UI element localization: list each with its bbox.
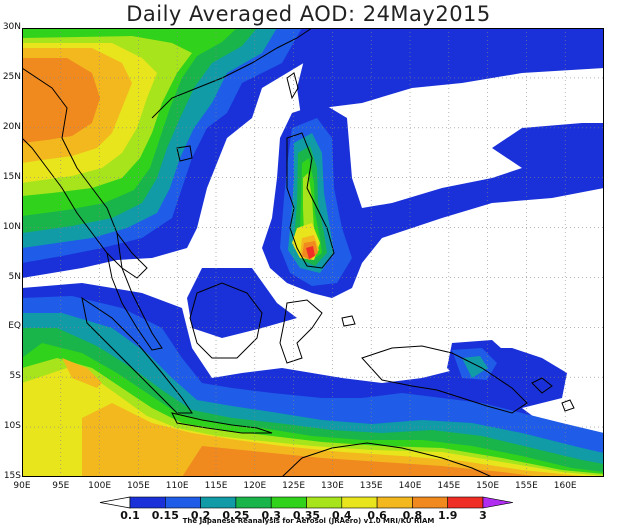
- lon-tick-label: 140E: [398, 481, 422, 491]
- lon-tick-label: 100E: [88, 481, 112, 491]
- colorbar-swatch: [341, 496, 378, 509]
- lon-tick-label: 135E: [359, 481, 383, 491]
- lon-tick-label: 145E: [437, 481, 461, 491]
- colorbar-level-label: 1.9: [437, 509, 458, 522]
- lon-tick-label: 95E: [52, 481, 70, 491]
- lat-tick-label: 25N: [2, 71, 21, 82]
- colorbar-level-label: 0.25: [222, 509, 250, 522]
- colorbar-swatch: [235, 496, 272, 509]
- lat-tick-label: EQ: [8, 321, 21, 332]
- lon-tick-label: 90E: [13, 481, 31, 491]
- lon-tick-label: 110E: [165, 481, 189, 491]
- lon-tick-label: 105E: [126, 481, 150, 491]
- lon-tick-label: 150E: [476, 481, 500, 491]
- colorbar-level-label: 0.1: [120, 509, 140, 522]
- colorbar-level-label: 0.6: [367, 509, 387, 522]
- aod-field-1.9: [306, 246, 315, 259]
- lon-tick-label: 160E: [553, 481, 577, 491]
- lat-tick-label: 15N: [2, 171, 21, 182]
- colorbar-swatch: [447, 496, 484, 509]
- data-credit: The Japanese Reanalysis for Aerosol (JRA…: [182, 517, 435, 525]
- lat-tick-label: 20N: [2, 121, 21, 132]
- colorbar-swatch: [412, 496, 448, 509]
- colorbar-under-triangle: [99, 496, 131, 509]
- colorbar-swatch: [200, 496, 237, 509]
- coastlines: [22, 28, 575, 477]
- lat-tick-label: 10N: [2, 221, 21, 232]
- colorbar-swatch: [129, 496, 166, 509]
- colorbar-level-label: 0.4: [332, 509, 352, 522]
- aod-map: [22, 28, 604, 477]
- lon-tick-label: 115E: [204, 481, 228, 491]
- lat-tick-label: 15S: [3, 471, 21, 482]
- lon-tick-label: 155E: [514, 481, 538, 491]
- colorbar-level-label: 0.15: [151, 509, 179, 522]
- colorbar-level-label: 0.8: [402, 509, 423, 522]
- lat-tick-label: 30N: [2, 22, 21, 32]
- colorbar-swatch: [165, 496, 201, 509]
- lon-tick-label: 125E: [282, 481, 306, 491]
- graticule: [22, 28, 604, 477]
- lon-tick-label: 120E: [243, 481, 267, 491]
- colorbar-level-label: 0.3: [261, 509, 281, 522]
- map-title: Daily Averaged AOD: 24May2015: [126, 2, 491, 26]
- map-frame: [22, 28, 604, 477]
- colorbar-swatch: [306, 496, 343, 509]
- colorbar-swatch: [376, 496, 413, 509]
- lat-tick-label: 5N: [8, 271, 21, 282]
- colorbar-swatch: [270, 496, 307, 509]
- lon-tick-label: 130E: [320, 481, 344, 491]
- colorbar-swatch: [482, 496, 514, 509]
- colorbar-level-label: 0.35: [292, 509, 321, 522]
- lat-tick-label: 10S: [3, 421, 21, 432]
- lat-tick-label: 5S: [9, 371, 21, 382]
- colorbar-level-label: 3: [479, 509, 487, 522]
- colorbar-level-label: 0.2: [190, 509, 211, 522]
